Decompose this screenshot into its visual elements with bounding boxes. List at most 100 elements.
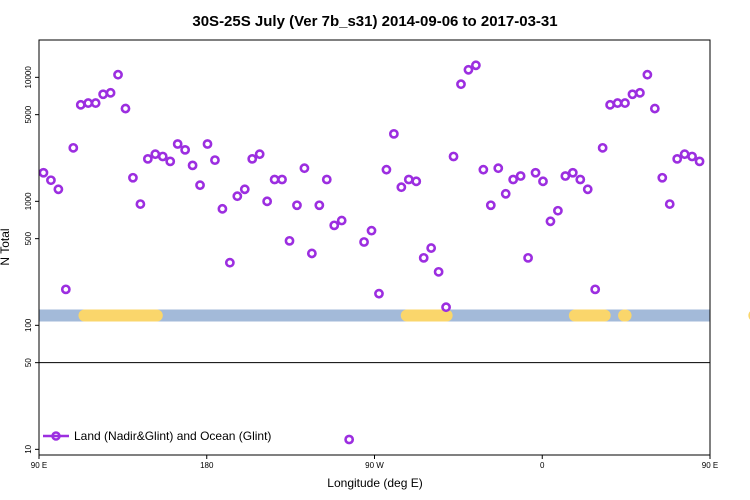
data-point bbox=[157, 151, 168, 162]
y-axis: 10 50 100 500 1000 5000 10000 bbox=[24, 66, 39, 454]
data-point bbox=[426, 243, 437, 253]
data-point bbox=[649, 103, 660, 114]
data-point bbox=[538, 176, 548, 187]
data-point bbox=[239, 184, 250, 195]
data-point bbox=[463, 64, 474, 75]
y-tick-label: 100 bbox=[24, 318, 33, 332]
data-point bbox=[38, 167, 49, 178]
data-point bbox=[597, 142, 608, 153]
data-point bbox=[284, 235, 295, 246]
x-tick-label: 90 W bbox=[365, 461, 384, 470]
data-point bbox=[344, 434, 355, 445]
data-point bbox=[60, 284, 71, 295]
data-point bbox=[68, 142, 79, 153]
data-point bbox=[172, 139, 183, 149]
x-tick-label: 90 E bbox=[702, 461, 718, 470]
data-point bbox=[105, 87, 116, 98]
data-point bbox=[590, 284, 601, 295]
data-point bbox=[210, 155, 220, 166]
data-point bbox=[553, 205, 563, 216]
y-axis-title: N Total bbox=[0, 228, 12, 265]
data-point bbox=[635, 87, 645, 98]
data-point bbox=[575, 174, 586, 185]
data-point bbox=[195, 180, 205, 191]
y-tick-label: 10000 bbox=[24, 66, 33, 89]
data-point bbox=[232, 191, 243, 202]
data-point bbox=[485, 200, 496, 211]
data-point bbox=[314, 200, 325, 211]
data-point bbox=[165, 156, 176, 167]
data-point bbox=[560, 171, 571, 181]
data-point bbox=[612, 98, 623, 108]
chart-title: 30S-25S July (Ver 7b_s31) 2014-09-06 to … bbox=[192, 13, 557, 30]
data-point bbox=[98, 89, 109, 100]
data-point bbox=[687, 151, 698, 162]
data-point bbox=[642, 69, 653, 80]
data-point bbox=[664, 199, 675, 209]
data-point bbox=[187, 160, 198, 171]
legend-label: Land (Nadir&Glint) and Ocean (Glint) bbox=[74, 429, 271, 443]
data-point bbox=[672, 153, 683, 164]
data-point bbox=[545, 216, 556, 227]
data-point bbox=[396, 182, 407, 193]
data-point bbox=[381, 164, 392, 175]
y-tick-label: 5000 bbox=[24, 105, 33, 123]
data-point bbox=[366, 225, 377, 236]
data-point bbox=[90, 98, 101, 108]
data-point bbox=[657, 172, 668, 183]
x-tick-label: 180 bbox=[200, 461, 214, 470]
data-point bbox=[478, 164, 489, 175]
y-tick-label: 500 bbox=[24, 231, 33, 245]
data-point bbox=[135, 199, 146, 209]
data-point bbox=[292, 200, 302, 211]
data-point bbox=[679, 149, 690, 160]
data-point bbox=[180, 144, 191, 155]
data-point bbox=[441, 302, 451, 313]
data-point bbox=[224, 257, 235, 268]
data-point bbox=[262, 196, 273, 207]
data-point bbox=[202, 139, 213, 149]
data-point bbox=[493, 163, 504, 174]
data-point bbox=[433, 266, 444, 277]
data-point bbox=[530, 167, 541, 178]
data-point bbox=[269, 174, 280, 185]
data-point bbox=[247, 153, 258, 164]
x-axis: 90 E 180 90 W 0 90 E bbox=[31, 455, 718, 470]
data-point bbox=[620, 98, 630, 108]
data-point bbox=[306, 248, 317, 259]
data-point bbox=[120, 103, 131, 114]
data-point bbox=[403, 174, 414, 185]
data-point bbox=[694, 156, 705, 167]
data-point bbox=[627, 89, 638, 100]
data-point bbox=[113, 69, 123, 80]
data-points bbox=[38, 60, 705, 445]
data-point bbox=[150, 149, 161, 160]
data-point bbox=[418, 252, 429, 263]
data-point bbox=[217, 203, 228, 214]
y-tick-label: 10 bbox=[24, 444, 33, 453]
legend: Land (Nadir&Glint) and Ocean (Glint) bbox=[43, 429, 271, 443]
data-point bbox=[374, 288, 384, 299]
data-point bbox=[336, 215, 347, 226]
data-point bbox=[254, 149, 265, 160]
data-point bbox=[448, 151, 459, 162]
data-point bbox=[582, 184, 593, 195]
data-point bbox=[359, 237, 369, 247]
data-point bbox=[53, 184, 64, 195]
x-axis-title: Longitude (deg E) bbox=[327, 476, 422, 490]
x-tick-label: 0 bbox=[540, 461, 545, 470]
data-point bbox=[456, 79, 466, 90]
legend-marker-swatch bbox=[51, 431, 61, 441]
data-point bbox=[605, 99, 615, 110]
y-tick-label: 1000 bbox=[24, 192, 33, 210]
data-point bbox=[329, 220, 340, 231]
data-point bbox=[83, 98, 94, 108]
data-point bbox=[523, 252, 533, 263]
data-point bbox=[46, 175, 56, 186]
data-point bbox=[128, 172, 138, 183]
x-tick-label: 90 E bbox=[31, 461, 47, 470]
data-point bbox=[500, 188, 511, 199]
data-point bbox=[567, 167, 578, 178]
data-point bbox=[515, 171, 526, 181]
